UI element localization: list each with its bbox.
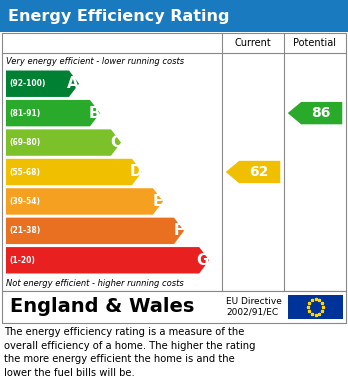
Text: Very energy efficient - lower running costs: Very energy efficient - lower running co… xyxy=(6,57,184,66)
Text: (1-20): (1-20) xyxy=(9,256,35,265)
Text: Current: Current xyxy=(235,38,271,48)
Polygon shape xyxy=(6,129,121,156)
Polygon shape xyxy=(226,161,280,183)
Text: (55-68): (55-68) xyxy=(9,167,40,176)
Text: A: A xyxy=(67,76,79,91)
Bar xyxy=(288,295,343,319)
Polygon shape xyxy=(6,188,163,215)
Text: B: B xyxy=(88,106,100,121)
Polygon shape xyxy=(6,218,184,244)
Polygon shape xyxy=(6,70,79,97)
Text: F: F xyxy=(174,223,184,239)
Polygon shape xyxy=(6,247,209,273)
Polygon shape xyxy=(6,100,100,126)
Text: C: C xyxy=(110,135,121,150)
Text: (69-80): (69-80) xyxy=(9,138,40,147)
Text: (21-38): (21-38) xyxy=(9,226,40,235)
Text: Not energy efficient - higher running costs: Not energy efficient - higher running co… xyxy=(6,278,184,287)
Text: E: E xyxy=(153,194,163,209)
Bar xyxy=(0,0,348,32)
Polygon shape xyxy=(288,102,342,124)
Text: Energy Efficiency Rating: Energy Efficiency Rating xyxy=(8,9,229,23)
Text: (81-91): (81-91) xyxy=(9,109,40,118)
Text: Potential: Potential xyxy=(293,38,337,48)
Text: G: G xyxy=(197,253,209,268)
Text: England & Wales: England & Wales xyxy=(10,298,195,316)
Text: (92-100): (92-100) xyxy=(9,79,45,88)
Text: (39-54): (39-54) xyxy=(9,197,40,206)
Text: D: D xyxy=(129,165,142,179)
Polygon shape xyxy=(6,159,142,185)
Text: EU Directive
2002/91/EC: EU Directive 2002/91/EC xyxy=(226,297,282,317)
Text: 62: 62 xyxy=(249,165,268,179)
Text: 86: 86 xyxy=(311,106,330,120)
Bar xyxy=(2,291,346,323)
Bar xyxy=(2,33,346,291)
Text: The energy efficiency rating is a measure of the
overall efficiency of a home. T: The energy efficiency rating is a measur… xyxy=(4,327,255,378)
